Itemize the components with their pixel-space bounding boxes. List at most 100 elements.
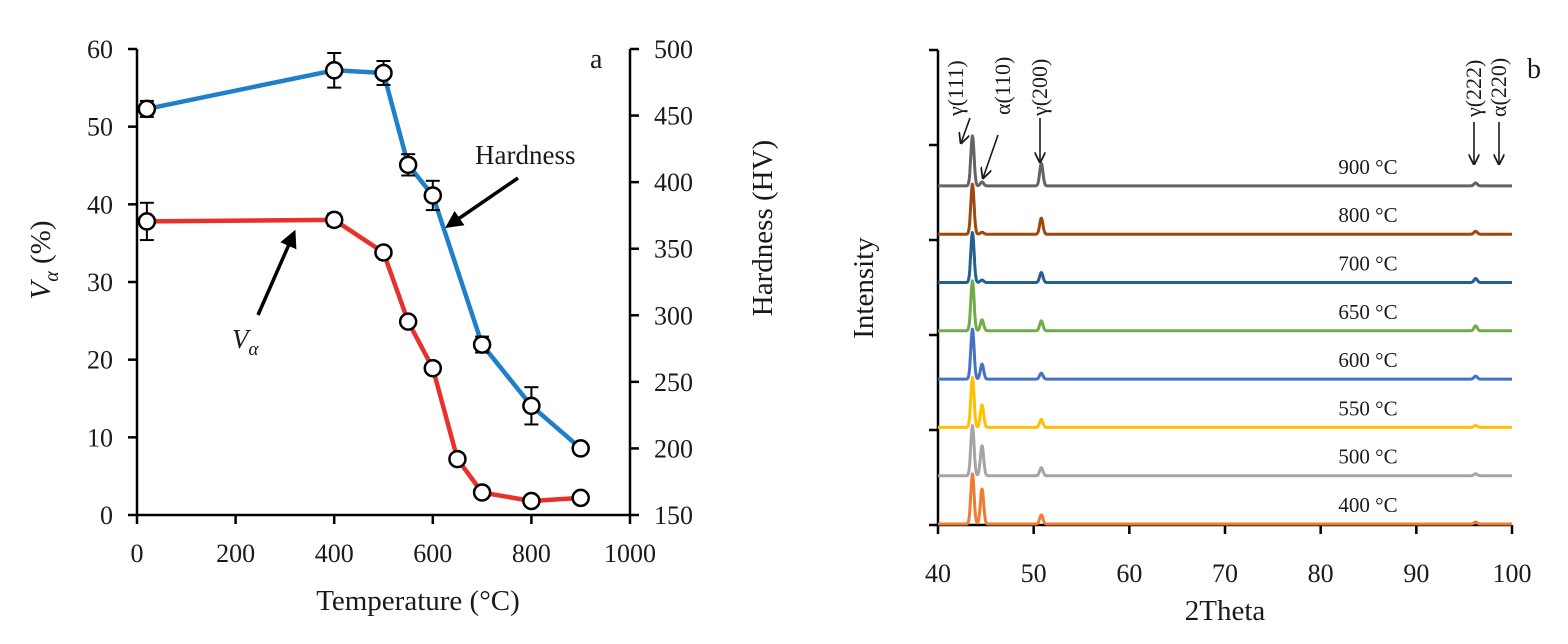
left-y-tick-label: 20	[87, 346, 113, 375]
panel-b-x-axis-title: 2Theta	[1185, 595, 1266, 627]
left-y-tick-label: 30	[87, 268, 113, 297]
panel-b-x-tick-label: 60	[1116, 559, 1142, 588]
peak-arrow	[961, 117, 971, 143]
peak-label: α(220)	[1486, 58, 1511, 164]
xrd-pattern-label: 600 °C	[1338, 348, 1397, 372]
v-alpha-data-point	[472, 483, 492, 502]
hardness-series	[137, 51, 590, 458]
panel-b-x-tick-label: 80	[1308, 559, 1334, 588]
xrd-pattern-label: 400 °C	[1338, 493, 1397, 517]
peak-label-text: γ(200)	[1027, 59, 1052, 117]
v-alpha-data-point	[324, 210, 344, 230]
xrd-pattern-line	[936, 279, 1514, 333]
xrd-pattern-label: 700 °C	[1338, 252, 1397, 276]
hardness-data-point	[398, 155, 418, 175]
v-alpha-annotation: Vα	[232, 229, 297, 360]
panel-b-axes: 40 50 60 70 80 90 100	[925, 48, 1532, 588]
peak-label: α(110)	[983, 57, 1015, 178]
right-y-tick-label: 500	[654, 35, 693, 64]
panel-a-left-axis-title: Vα (%)	[25, 221, 63, 300]
xrd-pattern-label: 550 °C	[1338, 396, 1397, 420]
left-axis-title-subscript: α	[41, 271, 63, 282]
xrd-pattern: 700 °C	[936, 231, 1514, 284]
left-y-tick-label: 60	[87, 35, 113, 64]
hardness-annotation-label: Hardness	[475, 140, 575, 170]
x-tick-label: 1000	[604, 539, 656, 568]
right-y-tick-label: 150	[654, 501, 693, 530]
right-y-tick-label: 250	[654, 368, 693, 397]
right-y-tick-label: 200	[654, 434, 693, 463]
xrd-pattern-line	[936, 231, 1514, 284]
peak-label: γ(111)	[943, 60, 971, 143]
xrd-pattern: 400 °C	[936, 472, 1514, 526]
hardness-data-point	[374, 63, 393, 83]
x-tick-label: 200	[216, 539, 255, 568]
xrd-pattern-label: 800 °C	[1338, 203, 1397, 227]
v-alpha-data-point	[374, 243, 393, 262]
x-tick-label: 600	[413, 539, 452, 568]
v-alpha-annotation-subscript: α	[249, 339, 260, 360]
panel-b-x-tick-label: 40	[925, 559, 951, 588]
peak-label-text: α(110)	[990, 57, 1015, 115]
xrd-pattern: 800 °C	[936, 182, 1514, 236]
xrd-pattern-label: 500 °C	[1338, 445, 1397, 469]
peak-label-text: γ(111)	[943, 60, 968, 117]
right-y-tick-label: 350	[654, 235, 693, 264]
v-alpha-data-point	[448, 449, 467, 469]
left-y-tick-label: 50	[87, 113, 113, 142]
v-alpha-data-point	[398, 312, 418, 331]
right-y-tick-label: 400	[654, 168, 693, 197]
panel-b-x-tick-label: 90	[1403, 559, 1429, 588]
xrd-pattern-label: 650 °C	[1338, 300, 1397, 324]
x-tick-label: 800	[512, 539, 551, 568]
panel-a-right-axis-title: Hardness (HV)	[747, 140, 779, 316]
peak-label: γ(200)	[1027, 59, 1052, 162]
xrd-pattern-line	[936, 424, 1514, 478]
xrd-pattern-line	[936, 375, 1514, 429]
left-axis-title-unit: (%)	[25, 221, 57, 272]
panel-a-x-axis-title: Temperature (°C)	[316, 585, 520, 617]
v-alpha-annotation-arrow	[256, 229, 297, 316]
xrd-pattern: 600 °C	[936, 327, 1514, 381]
hardness-annotation: Hardness	[445, 140, 575, 228]
peak-label-text: γ(222)	[1461, 60, 1486, 118]
left-y-tick-label: 10	[87, 423, 113, 452]
v-alpha-data-point	[137, 212, 157, 231]
v-alpha-data-point	[522, 491, 541, 511]
panel-b-letter: b	[1527, 54, 1541, 85]
right-y-tick-label: 300	[654, 301, 693, 330]
left-y-tick-label: 40	[87, 190, 113, 219]
panel-a-chart: 0 200 400 600 800 1000 0 10 20 30 40 50 60 150 200 250 3…	[25, 35, 779, 617]
v-alpha-annotation-symbol: V	[232, 324, 252, 354]
panel-b-x-tick-label: 100	[1493, 559, 1532, 588]
x-tick-label: 0	[131, 539, 144, 568]
peak-label-text: α(220)	[1486, 58, 1511, 117]
hardness-data-point	[571, 439, 590, 458]
panel-a-letter: a	[590, 44, 603, 75]
hardness-data-point	[324, 61, 344, 80]
xrd-pattern-line	[936, 182, 1514, 236]
hardness-data-point	[522, 396, 541, 416]
panel-a-axes: 0 200 400 600 800 1000 0 10 20 30 40 50 60 150 200 250 3…	[87, 35, 693, 568]
panel-a-series	[137, 51, 590, 511]
panel-b-series: 400 °C 500 °C 550 °C 600 °C 650 °C 700 °C 800 …	[936, 134, 1514, 526]
xrd-pattern-line	[936, 327, 1514, 381]
left-y-tick-label: 0	[100, 501, 113, 530]
v-alpha-annotation-label: Vα	[232, 324, 260, 360]
xrd-pattern: 550 °C	[936, 375, 1514, 429]
panel-b-chart: 40 50 60 70 80 90 100 400 °C 500 °C 550 °C 600 °C…	[848, 48, 1541, 627]
x-tick-label: 400	[315, 539, 354, 568]
xrd-pattern-label: 900 °C	[1338, 155, 1397, 179]
peak-label: γ(222)	[1461, 60, 1486, 164]
panel-b-y-axis-title: Intensity	[848, 237, 880, 339]
v-alpha-data-point	[423, 358, 443, 378]
left-axis-title-symbol: V	[25, 278, 57, 299]
hardness-annotation-arrow	[445, 176, 519, 228]
panel-b-x-tick-label: 50	[1021, 559, 1047, 588]
right-y-tick-label: 450	[654, 102, 693, 131]
v-alpha-series	[137, 201, 590, 511]
peak-arrow	[983, 134, 999, 178]
v-alpha-line	[146, 217, 581, 504]
xrd-pattern: 900 °C	[936, 134, 1514, 188]
